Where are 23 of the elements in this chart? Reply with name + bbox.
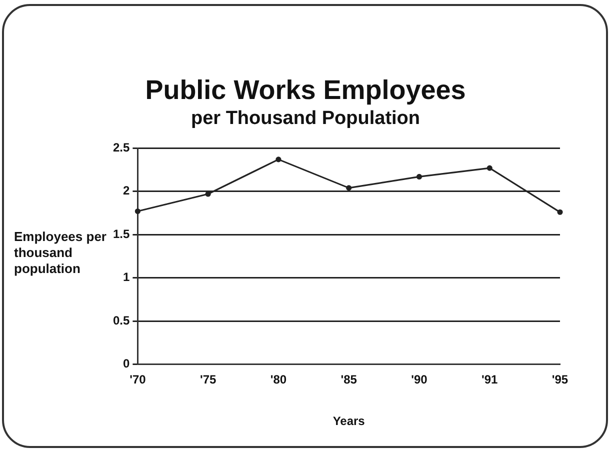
point (557, 209, 563, 215)
y-axis-title: Employees per thousand population (14, 229, 108, 277)
x-tick-label: '70 (130, 372, 146, 387)
x-tick-label: '90 (411, 372, 428, 387)
y-tick-label: 1.5 (112, 226, 130, 241)
point (134, 208, 140, 214)
x-tick-label: '75 (200, 372, 216, 387)
y-tick-label: 2.5 (112, 140, 130, 155)
y-tick-label: 0.5 (112, 313, 130, 328)
x-tick-label: '95 (552, 372, 568, 387)
chart-subtitle: per Thousand Population (190, 108, 422, 130)
y-tick-label: 1 (122, 270, 130, 284)
x-axis-title: Years (332, 414, 366, 428)
y-tick-label: 2 (122, 184, 130, 198)
point (276, 156, 282, 162)
chart-title: Public Works Employees (144, 75, 467, 106)
x-tick-label: '80 (270, 372, 287, 387)
x-tick-label: '85 (340, 372, 358, 387)
point (486, 165, 492, 171)
point (346, 185, 352, 191)
point (416, 174, 422, 180)
x-tick-label: '91 (482, 372, 498, 387)
y-tick-label: 0 (122, 356, 130, 371)
